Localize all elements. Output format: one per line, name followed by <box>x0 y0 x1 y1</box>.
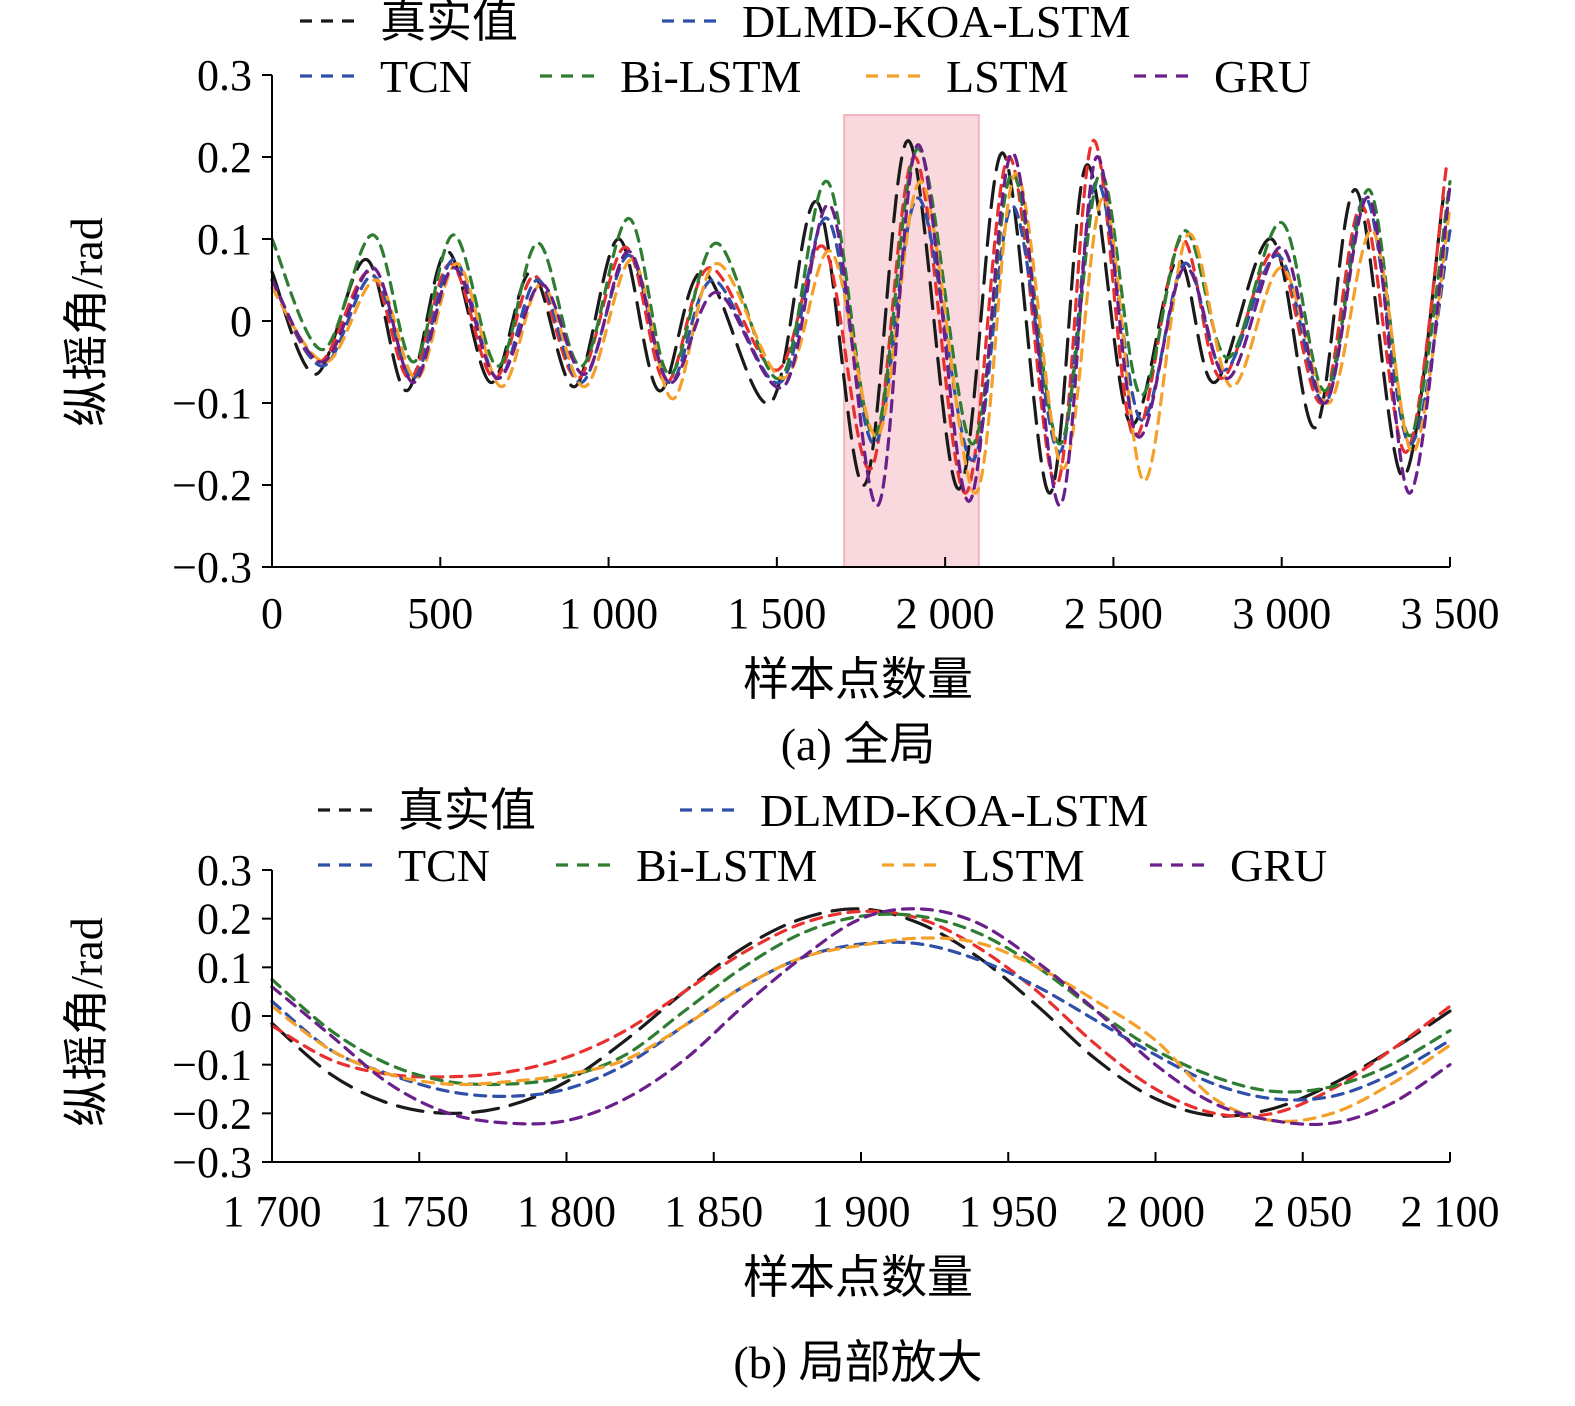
legend-item-gru: GRU <box>1150 840 1327 891</box>
series-line-gru <box>270 907 1452 1127</box>
legend-item-dlmd-koa-lstm: DLMD-KOA-LSTM <box>662 0 1130 47</box>
x-tick-label: 1 800 <box>517 1187 616 1236</box>
legend-label: 真实值 <box>398 785 536 836</box>
x-tick-label: 2 000 <box>896 589 995 638</box>
x-tick-label: 2 000 <box>1106 1187 1205 1236</box>
legend-label: GRU <box>1230 840 1327 891</box>
legend-item-tcn: TCN <box>300 51 472 102</box>
x-tick-label: 3 500 <box>1401 589 1500 638</box>
caption-zoom: (b) 局部放大 <box>733 1337 982 1388</box>
legend-label: Bi-LSTM <box>636 840 817 891</box>
legend-item-bi-lstm: Bi-LSTM <box>556 840 817 891</box>
series-line-gru <box>270 143 1452 508</box>
legend-item-tcn: TCN <box>318 840 490 891</box>
series-group-zoom <box>270 907 1452 1127</box>
legend-item-lstm: LSTM <box>882 840 1085 891</box>
caption-global: (a) 全局 <box>781 719 936 770</box>
legend-item-bi-lstm: Bi-LSTM <box>540 51 801 102</box>
legend-label: LSTM <box>946 51 1069 102</box>
y-tick-label: 0.3 <box>197 846 252 895</box>
y-tick-label: −0.3 <box>172 1138 252 1187</box>
x-tick-label: 3 000 <box>1232 589 1331 638</box>
y-tick-label: 0.1 <box>197 215 252 264</box>
y-tick-label: −0.1 <box>172 379 252 428</box>
x-axis-title: 样本点数量 <box>743 654 973 705</box>
legend-label: GRU <box>1214 51 1311 102</box>
x-tick-label: 2 500 <box>1064 589 1163 638</box>
y-tick-label: 0 <box>230 297 252 346</box>
y-tick-label: 0.2 <box>197 133 252 182</box>
axes-zoom: −0.3−0.2−0.100.10.20.3 1 700 1 750 1 800 1 8… <box>172 846 1499 1236</box>
y-tick-label: 0.3 <box>197 51 252 100</box>
legend-label: TCN <box>398 840 490 891</box>
x-tick-label: 1 850 <box>664 1187 763 1236</box>
x-tick-label: 2 100 <box>1401 1187 1500 1236</box>
y-tick-label: 0 <box>230 992 252 1041</box>
legend-item-true-value: 真实值 <box>318 785 536 836</box>
legend-label: DLMD-KOA-LSTM <box>742 0 1130 47</box>
y-tick-label: −0.2 <box>172 1089 252 1138</box>
series-line-bi-lstm <box>270 912 1452 1094</box>
series-line-true-value <box>270 907 1452 1118</box>
x-tick-label: 0 <box>261 589 283 638</box>
x-axis-title: 样本点数量 <box>743 1252 973 1303</box>
x-tick-label: 1 750 <box>370 1187 469 1236</box>
axes-global: −0.3 −0.2 −0.1 0 0.1 0.2 0.3 0 500 1 000 1 500 2 00… <box>172 51 1499 638</box>
y-tick-label: −0.2 <box>172 461 252 510</box>
series-line-bi-lstm <box>270 147 1452 446</box>
legend-label: 真实值 <box>380 0 518 47</box>
legend-global: 真实值 DLMD-KOA-LSTM TCN Bi-LSTM LSTM GRU <box>300 0 1311 102</box>
legend-label: TCN <box>380 51 472 102</box>
highlight-region <box>843 114 980 568</box>
x-tick-label: 1 900 <box>812 1187 911 1236</box>
series-line-lstm <box>270 936 1452 1123</box>
legend-item-gru: GRU <box>1134 51 1311 102</box>
x-tick-label: 2 050 <box>1253 1187 1352 1236</box>
x-tick-label: 1 700 <box>223 1187 322 1236</box>
x-tick-label: 1 950 <box>959 1187 1058 1236</box>
y-tick-label: 0.2 <box>197 895 252 944</box>
series-line-dlmd-koa-lstm <box>270 138 1449 495</box>
legend-item-lstm: LSTM <box>866 51 1069 102</box>
x-tick-label: 500 <box>407 589 473 638</box>
y-axis-title: 纵摇角/rad <box>61 917 112 1127</box>
x-tick-label: 1 500 <box>727 589 826 638</box>
legend-item-true-value: 真实值 <box>300 0 518 47</box>
series-line-dlmd-koa-lstm <box>270 909 1452 1118</box>
y-tick-label: −0.3 <box>172 543 252 592</box>
series-line-lstm <box>270 171 1452 495</box>
x-tick-label: 1 000 <box>559 589 658 638</box>
y-tick-label: 0.1 <box>197 943 252 992</box>
y-axis-title: 纵摇角/rad <box>61 217 112 427</box>
series-group-global <box>270 138 1452 508</box>
y-tick-label: −0.1 <box>172 1041 252 1090</box>
series-line-true-value <box>270 138 1445 495</box>
legend-zoom: 真实值 DLMD-KOA-LSTM TCN Bi-LSTM LSTM GRU <box>318 785 1327 891</box>
series-line-tcn <box>270 940 1452 1102</box>
legend-label: DLMD-KOA-LSTM <box>760 785 1148 836</box>
legend-label: Bi-LSTM <box>620 51 801 102</box>
legend-item-dlmd-koa-lstm: DLMD-KOA-LSTM <box>680 785 1148 836</box>
legend-label: LSTM <box>962 840 1085 891</box>
